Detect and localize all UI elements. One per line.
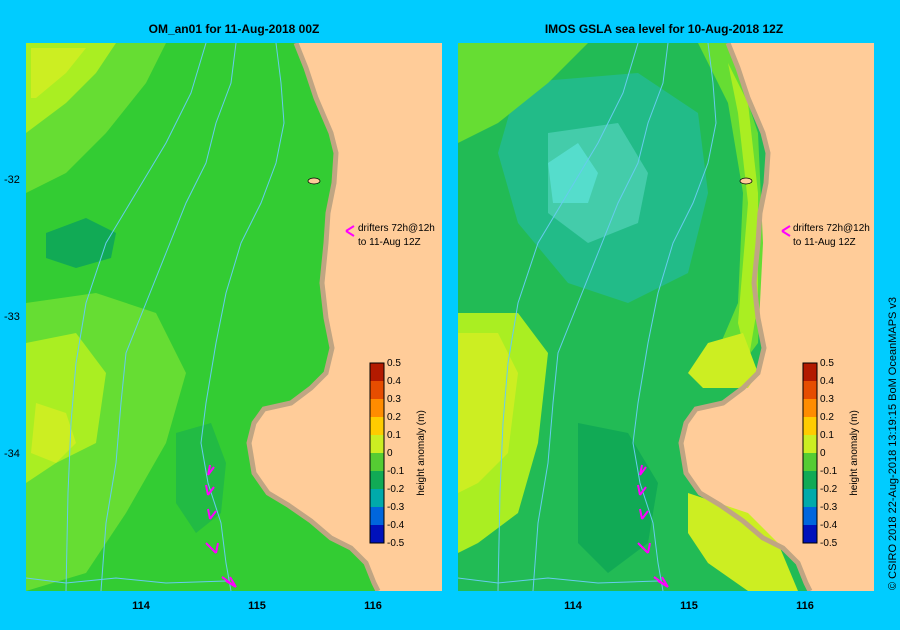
bathymetry-contours	[458, 43, 717, 591]
sla-contour-south-dark	[578, 423, 658, 573]
drifter-annotation-line2: to 11-Aug 12Z	[793, 237, 856, 248]
colorbar-tick-label: 0	[820, 448, 826, 459]
colorbar-segment	[803, 525, 817, 544]
colorbar-segment	[803, 399, 817, 418]
drifter-annotation-line1: drifters 72h@12h	[358, 223, 435, 234]
colorbar-tick-label: 0.5	[387, 358, 401, 369]
colorbar-segment	[370, 435, 384, 454]
colorbar-tick-label: -0.4	[387, 520, 405, 531]
y-axis-label: -32	[4, 174, 20, 186]
colorbar-segment	[803, 363, 817, 382]
colorbar-segment	[370, 363, 384, 382]
x-axis-label: 114	[132, 600, 150, 612]
left-map-panel: drifters 72h@12h to 11-Aug 12Z	[26, 43, 442, 591]
colorbar-segment	[370, 471, 384, 490]
left-colorbar: 0.5 0.4 0.3 0.2 0.1 0 -0.1 -0.2 -0.3 -0.4 -0.5 heig…	[369, 358, 427, 549]
colorbar-tick-label: 0	[387, 448, 393, 459]
colorbar-frame	[802, 362, 818, 544]
colorbar-tick-label: -0.2	[387, 484, 405, 495]
coastline	[246, 43, 381, 591]
colorbar-tick-label: -0.1	[387, 466, 405, 477]
drifter-arrows	[205, 464, 237, 588]
colorbar-tick-label: -0.5	[820, 538, 838, 549]
drifter-arrows	[637, 464, 669, 588]
y-axis-label: -34	[4, 448, 20, 460]
sla-contour-dark	[46, 218, 116, 268]
x-axis-label: 114	[564, 600, 582, 612]
colorbar-segment	[803, 489, 817, 508]
drifter-annotation-arrow	[781, 225, 791, 237]
colorbar-tick-label: 0.1	[387, 430, 401, 441]
colorbar-segment	[370, 381, 384, 400]
colorbar-tick-label: 0.1	[820, 430, 834, 441]
colorbar-segment	[370, 399, 384, 418]
y-axis-label: -33	[4, 311, 20, 323]
rottnest-island	[739, 177, 753, 185]
colorbar-tick-label: -0.3	[387, 502, 405, 513]
colorbar-tick-label: 0.3	[820, 394, 834, 405]
colorbar-frame	[369, 362, 385, 544]
rottnest-island	[307, 177, 321, 185]
sla-contour-yellow	[31, 48, 86, 98]
colorbar-label: height anomaly (m)	[849, 410, 860, 496]
colorbar-segment	[370, 489, 384, 508]
x-axis-label: 116	[364, 600, 382, 612]
x-axis-label: 115	[248, 600, 266, 612]
colorbar-tick-label: -0.5	[387, 538, 405, 549]
colorbar-segment	[803, 435, 817, 454]
sla-contour-coast-yellow	[688, 333, 758, 388]
x-axis-label: 116	[796, 600, 814, 612]
sla-contour-south-yellow	[688, 493, 798, 591]
sla-contour-lightcyan	[548, 143, 598, 203]
right-map-panel: drifters 72h@12h to 11-Aug 12Z	[458, 43, 874, 591]
colorbar-segment	[370, 507, 384, 526]
colorbar-label: height anomaly (m)	[416, 410, 427, 496]
colorbar-tick-label: 0.2	[387, 412, 401, 423]
colorbar-segment	[803, 507, 817, 526]
colorbar-segment	[803, 471, 817, 490]
drifter-annotation-line2: to 11-Aug 12Z	[358, 237, 421, 248]
colorbar-tick-label: 0.5	[820, 358, 834, 369]
sla-contour-blob	[31, 403, 76, 463]
bathymetry-contours	[26, 43, 285, 591]
colorbar-tick-label: -0.2	[820, 484, 838, 495]
colorbar-tick-label: -0.1	[820, 466, 838, 477]
coastline	[678, 43, 813, 591]
sla-contour-left-lighter	[458, 333, 518, 493]
colorbar-tick-label: 0.2	[820, 412, 834, 423]
colorbar-segment	[370, 453, 384, 472]
drifter-annotation-line1: drifters 72h@12h	[793, 223, 870, 234]
colorbar-segment	[370, 417, 384, 436]
sla-contour-yellowgreen-coast	[728, 63, 758, 363]
colorbar-tick-label: 0.3	[387, 394, 401, 405]
sla-contour-dark-south	[176, 423, 226, 533]
colorbar-tick-label: 0.4	[820, 376, 834, 387]
colorbar-segment	[803, 453, 817, 472]
colorbar-tick-label: -0.3	[820, 502, 838, 513]
drifter-annotation-arrow	[345, 225, 355, 237]
colorbar-segment	[370, 525, 384, 544]
x-axis-label: 115	[680, 600, 698, 612]
colorbar-tick-label: 0.4	[387, 376, 401, 387]
right-colorbar: 0.5 0.4 0.3 0.2 0.1 0 -0.1 -0.2 -0.3 -0.4 -0.5 heig…	[802, 358, 860, 549]
colorbar-segment	[803, 381, 817, 400]
sla-contour-top-light	[458, 43, 588, 143]
right-map-title: IMOS GSLA sea level for 10-Aug-2018 12Z	[544, 22, 784, 36]
colorbar-tick-label: -0.4	[820, 520, 838, 531]
colorbar-segment	[803, 417, 817, 436]
left-map-title: OM_an01 for 11-Aug-2018 00Z	[148, 22, 320, 36]
credit-text: © CSIRO 2018 22-Aug-2018 13:19:15 BoM Oc…	[887, 296, 899, 590]
